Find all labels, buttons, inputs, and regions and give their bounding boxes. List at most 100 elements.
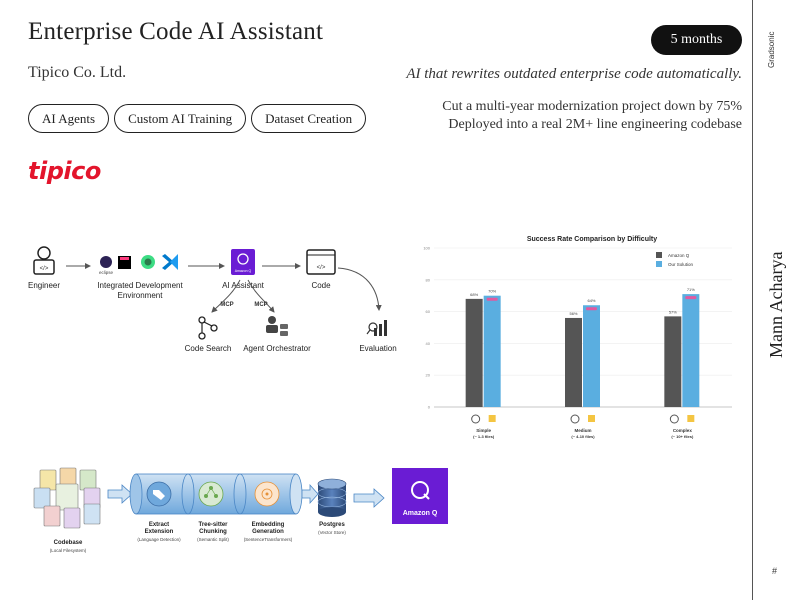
y-tick-label: 20: [426, 373, 431, 378]
engineer-label: Engineer: [28, 281, 60, 290]
page-title: Enterprise Code AI Assistant: [28, 18, 324, 45]
page-number: #: [772, 566, 778, 576]
agent-orchestrator-label: Agent Orchestrator: [243, 344, 311, 353]
tag-list: AI Agents Custom AI Training Dataset Cre…: [28, 104, 367, 133]
vscode-icon: [162, 254, 174, 270]
highlights: Cut a multi-year modernization project d…: [442, 98, 742, 134]
category-label: Simple: [476, 428, 491, 433]
stage1-title2: Extension: [145, 529, 174, 535]
company-name: Tipico Co. Ltd.: [28, 64, 127, 81]
stage2-sub: (Semantic Split): [197, 537, 229, 542]
mcp-left-label: MCP: [220, 302, 233, 308]
evaluation-label: Evaluation: [359, 344, 396, 353]
stage3-title2: Generation: [252, 529, 284, 535]
eclipse-label: eclipse: [99, 270, 114, 275]
legend-label: Amazon Q: [668, 253, 690, 258]
eclipse-icon: [100, 256, 112, 268]
tipico-logo: tipico: [28, 157, 101, 185]
code-search-icon: [198, 316, 218, 340]
duration-badge: 5 months: [651, 25, 742, 55]
author-name: Mann Acharya: [766, 251, 786, 358]
database-icon: [317, 478, 347, 517]
stage3-sub: (SentenceTransformers): [244, 537, 293, 542]
agent-orchestrator-icon: [266, 316, 288, 336]
stage3-title1: Embedding: [252, 522, 285, 528]
tag-custom-ai-training: Custom AI Training: [114, 104, 247, 133]
code-window-icon: </>: [306, 249, 336, 275]
y-tick-label: 0: [428, 405, 431, 410]
highlight-item: Deployed into a real 2M+ line engineerin…: [448, 117, 742, 132]
category-label: Medium: [574, 428, 591, 433]
stage2-title1: Tree-sitter: [198, 522, 228, 528]
chart-legend: Amazon Q Our Solution: [656, 252, 694, 267]
ai-assistant-label: AI Assistant: [222, 281, 265, 290]
mcp-right-label: MCP: [254, 302, 267, 308]
ide-icons: [100, 254, 178, 270]
architecture-diagram: </> Engineer eclipse Integrated Developm…: [28, 246, 397, 353]
bar-highlight-marker: [685, 296, 697, 300]
ingestion-pipeline: Codebase (Local Filesystem) Extract Exte…: [33, 467, 448, 553]
postgres-label: Postgres: [319, 522, 345, 528]
code-search-label: Code Search: [185, 344, 232, 353]
our-solution-logo-icon: [588, 415, 595, 422]
amazon-q-icon: [392, 468, 448, 524]
category-label: Complex: [673, 428, 693, 433]
highlight-item: Cut a multi-year modernization project d…: [442, 99, 742, 114]
codebase-files-icon: [33, 467, 101, 529]
data-label: 68%: [470, 292, 478, 297]
amazon-q-small-label: Amazon Q: [235, 269, 252, 273]
bar-amazon-q: [465, 298, 483, 407]
evaluation-icon: [366, 320, 387, 336]
brand-label: Gradsonic: [767, 31, 776, 68]
bar-amazon-q: [664, 316, 682, 407]
arrow-to-pipe: [107, 484, 133, 504]
category-sublabel: (~ 10+ files): [671, 434, 694, 439]
codebase-sublabel: (Local Filesystem): [50, 548, 87, 553]
bar-our-solution: [483, 295, 501, 407]
bar-amazon-q: [565, 317, 582, 407]
amazon-q-label: Amazon Q: [403, 510, 438, 517]
bar-our-solution: [583, 305, 600, 407]
ide-label-line1: Integrated Development: [97, 281, 183, 290]
tag-dataset-creation: Dataset Creation: [251, 104, 367, 133]
y-tick-label: 60: [426, 309, 431, 314]
code-label: Code: [311, 281, 331, 290]
stage2-title2: Chunking: [199, 529, 227, 535]
our-solution-logo-icon: [687, 415, 695, 422]
data-label: 71%: [687, 287, 695, 292]
y-tick-label: 100: [423, 246, 430, 251]
bar-our-solution: [682, 294, 700, 407]
stage1-title1: Extract: [149, 522, 169, 528]
postgres-sublabel: (Vector Store): [318, 530, 346, 535]
stage1-sub: (Language Detection): [137, 537, 181, 542]
tagline: AI that rewrites outdated enterprise cod…: [406, 66, 742, 82]
chart-title: Success Rate Comparison by Difficulty: [527, 236, 657, 243]
success-rate-chart: Success Rate Comparison by Difficulty 0 2…: [412, 232, 742, 444]
svg-text:</>: </>: [317, 265, 326, 271]
amazon-q-logo-icon: [570, 414, 580, 424]
category-sublabel: (~ 1-3 files): [473, 434, 495, 439]
tag-ai-agents: AI Agents: [28, 104, 110, 133]
legend-swatch: [656, 252, 662, 258]
svg-text:</>: </>: [40, 266, 49, 272]
tree-icon: [198, 481, 224, 507]
amazon-q-small-icon: [231, 249, 255, 275]
legend-label: Our Solution: [668, 262, 694, 267]
legend-swatch: [656, 261, 662, 267]
data-label: 70%: [488, 289, 496, 294]
data-label: 57%: [669, 309, 677, 314]
y-tick-label: 40: [426, 341, 431, 346]
sidebar-divider: [752, 0, 753, 600]
our-solution-logo-icon: [488, 415, 496, 422]
bar-highlight-marker: [586, 307, 597, 311]
codebase-label: Codebase: [54, 540, 83, 546]
ide-label-line2: Environment: [118, 291, 164, 300]
engineer-icon: </>: [33, 246, 55, 275]
data-label: 56%: [569, 311, 577, 316]
category-sublabel: (~ 4-10 files): [571, 434, 595, 439]
data-label: 64%: [587, 298, 595, 303]
amazon-q-logo-icon: [669, 414, 679, 424]
amazon-q-logo-icon: [471, 414, 481, 424]
bar-highlight-marker: [486, 297, 498, 301]
y-tick-label: 80: [426, 277, 431, 282]
